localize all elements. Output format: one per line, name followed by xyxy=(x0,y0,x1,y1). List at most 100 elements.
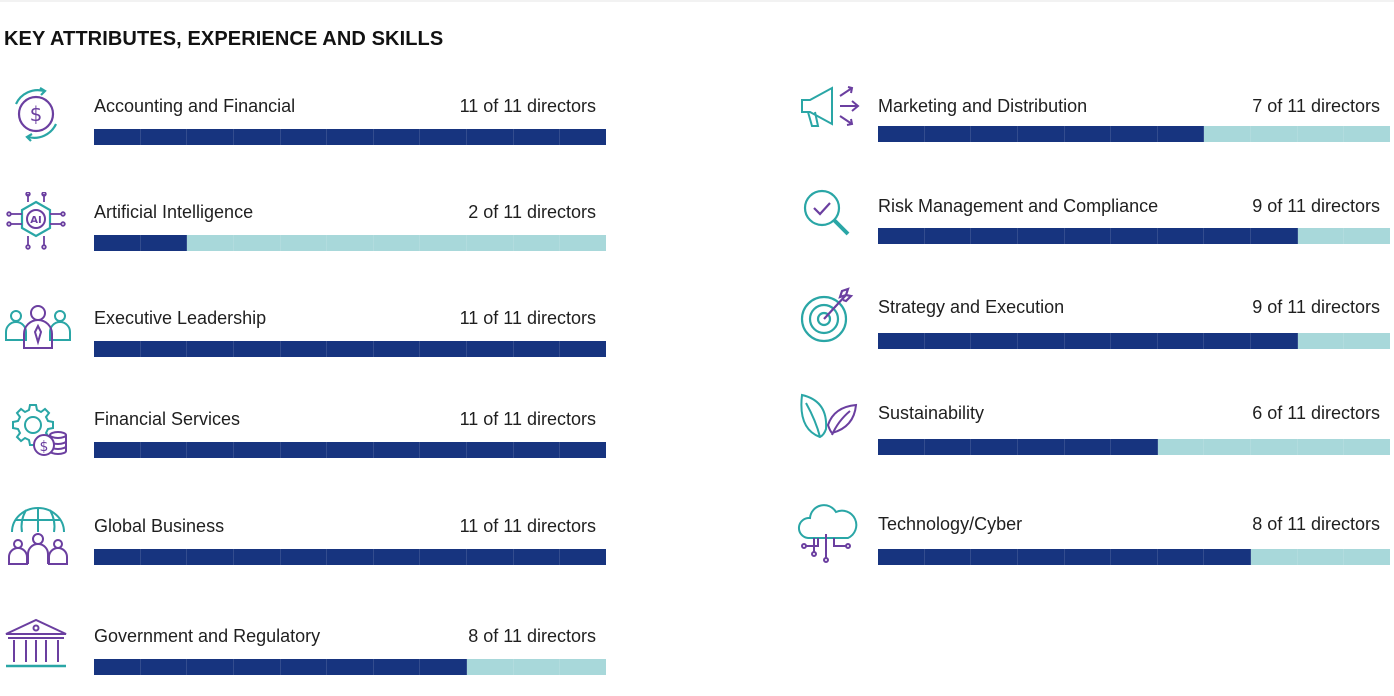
svg-text:AI: AI xyxy=(30,215,41,226)
bar-segment-filled xyxy=(94,341,141,357)
skill-label: Risk Management and Compliance xyxy=(878,196,1159,216)
bar-segment-filled xyxy=(327,341,374,357)
skill-row-marketing: Marketing and Distribution 7 of 11 direc… xyxy=(788,86,1391,166)
bar-segment-empty xyxy=(1297,228,1345,244)
ai-chip-icon: AI xyxy=(6,192,66,250)
bar-segment-filled xyxy=(420,341,468,357)
bar-segment-filled xyxy=(373,549,421,565)
skill-count: 11 of 11 directors xyxy=(459,308,596,328)
skill-row-sustainability: Sustainability 6 of 11 directors xyxy=(788,393,1391,473)
skill-bar xyxy=(94,442,607,458)
bar-segment-filled xyxy=(878,126,925,142)
skill-bar xyxy=(94,235,607,251)
bar-segment-filled xyxy=(327,129,374,145)
bar-segment-filled xyxy=(373,442,421,458)
bar-segment-filled xyxy=(1017,228,1065,244)
skill-bar xyxy=(878,126,1391,142)
bar-segment-filled xyxy=(1017,549,1065,565)
bar-segment-filled xyxy=(878,333,925,349)
leaves-icon xyxy=(800,393,858,439)
bar-segment-filled xyxy=(1111,439,1158,455)
bar-segment-filled xyxy=(280,659,328,675)
bar-segment-empty xyxy=(513,659,561,675)
bar-segment-filled xyxy=(467,442,514,458)
bar-segment-filled xyxy=(878,439,925,455)
bar-segment-filled xyxy=(140,549,188,565)
bar-segment-filled xyxy=(420,549,468,565)
bar-segment-empty xyxy=(467,659,514,675)
skill-label: Technology/Cyber xyxy=(878,514,1023,534)
skill-bar xyxy=(878,333,1391,349)
bar-segment-empty xyxy=(1297,333,1345,349)
bar-segment-filled xyxy=(373,341,421,357)
bar-segment-filled xyxy=(94,659,141,675)
bar-segment-filled xyxy=(878,228,925,244)
bar-segment-filled xyxy=(971,126,1018,142)
bar-segment-filled xyxy=(1157,333,1205,349)
bar-segment-filled xyxy=(1017,333,1065,349)
bar-segment-filled xyxy=(513,129,561,145)
bar-segment-filled xyxy=(971,439,1018,455)
bar-segment-empty xyxy=(1204,439,1252,455)
bar-segment-empty xyxy=(467,235,514,251)
bar-segment-filled xyxy=(233,341,281,357)
bar-segment-filled xyxy=(140,341,188,357)
bar-segment-filled xyxy=(1017,126,1065,142)
bar-segment-filled xyxy=(1157,126,1205,142)
skill-bar xyxy=(94,341,607,357)
skill-bar xyxy=(94,129,607,145)
government-building-icon xyxy=(5,618,67,668)
skill-row-global-business: Global Business 11 of 11 directors xyxy=(4,507,607,586)
bar-segment-filled xyxy=(560,442,607,458)
bar-segment-filled xyxy=(420,129,468,145)
skill-label: Executive Leadership xyxy=(94,308,267,328)
megaphone-icon xyxy=(801,86,860,127)
bar-segment-filled xyxy=(513,442,561,458)
bar-segment-filled xyxy=(373,129,421,145)
globe-people-icon xyxy=(8,507,68,565)
skill-label: Strategy and Execution xyxy=(878,297,1065,317)
bar-segment-empty xyxy=(1251,549,1298,565)
bar-segment-empty xyxy=(327,235,374,251)
bar-segment-empty xyxy=(1344,439,1391,455)
bar-segment-filled xyxy=(878,549,925,565)
skill-bar xyxy=(878,439,1391,455)
bar-segment-empty xyxy=(1297,126,1345,142)
skill-row-government: Government and Regulatory 8 of 11 direct… xyxy=(4,618,607,696)
bar-segment-filled xyxy=(467,549,514,565)
bar-segment-filled xyxy=(94,129,141,145)
bar-segment-empty xyxy=(513,235,561,251)
skill-bar xyxy=(878,549,1391,565)
skill-row-strategy: Strategy and Execution 9 of 11 directors xyxy=(788,287,1391,367)
bar-segment-filled xyxy=(924,333,972,349)
bar-segment-empty xyxy=(1297,439,1345,455)
bar-segment-filled xyxy=(513,341,561,357)
bar-segment-filled xyxy=(187,549,234,565)
bar-segment-filled xyxy=(560,341,607,357)
bar-segment-filled xyxy=(280,442,328,458)
skill-row-financial-services: $ Financial Services 11 of 11 directors xyxy=(4,404,607,479)
bar-segment-filled xyxy=(1064,439,1112,455)
skill-count: 11 of 11 directors xyxy=(459,96,596,116)
bar-segment-empty xyxy=(1344,228,1391,244)
bar-segment-filled xyxy=(467,129,514,145)
skill-count: 9 of 11 directors xyxy=(1252,196,1380,216)
bar-segment-filled xyxy=(1017,439,1065,455)
bar-segment-filled xyxy=(1204,333,1252,349)
bar-segment-filled xyxy=(187,442,234,458)
skill-row-accounting: $ Accounting and Financial 11 of 11 dire… xyxy=(4,87,607,166)
bar-segment-filled xyxy=(94,549,141,565)
bar-segment-filled xyxy=(233,129,281,145)
dollar-cycle-icon: $ xyxy=(15,87,57,142)
bar-segment-filled xyxy=(1064,549,1112,565)
cloud-circuit-icon xyxy=(798,504,858,563)
bar-segment-empty xyxy=(1157,439,1205,455)
bar-segment-filled xyxy=(280,341,328,357)
bar-segment-filled xyxy=(560,129,607,145)
bar-segment-filled xyxy=(1157,228,1205,244)
svg-text:$: $ xyxy=(30,102,43,126)
skill-row-technology: Technology/Cyber 8 of 11 directors xyxy=(788,504,1391,584)
bar-segment-empty xyxy=(1344,549,1391,565)
target-arrow-icon xyxy=(800,287,854,343)
bar-segment-filled xyxy=(327,659,374,675)
